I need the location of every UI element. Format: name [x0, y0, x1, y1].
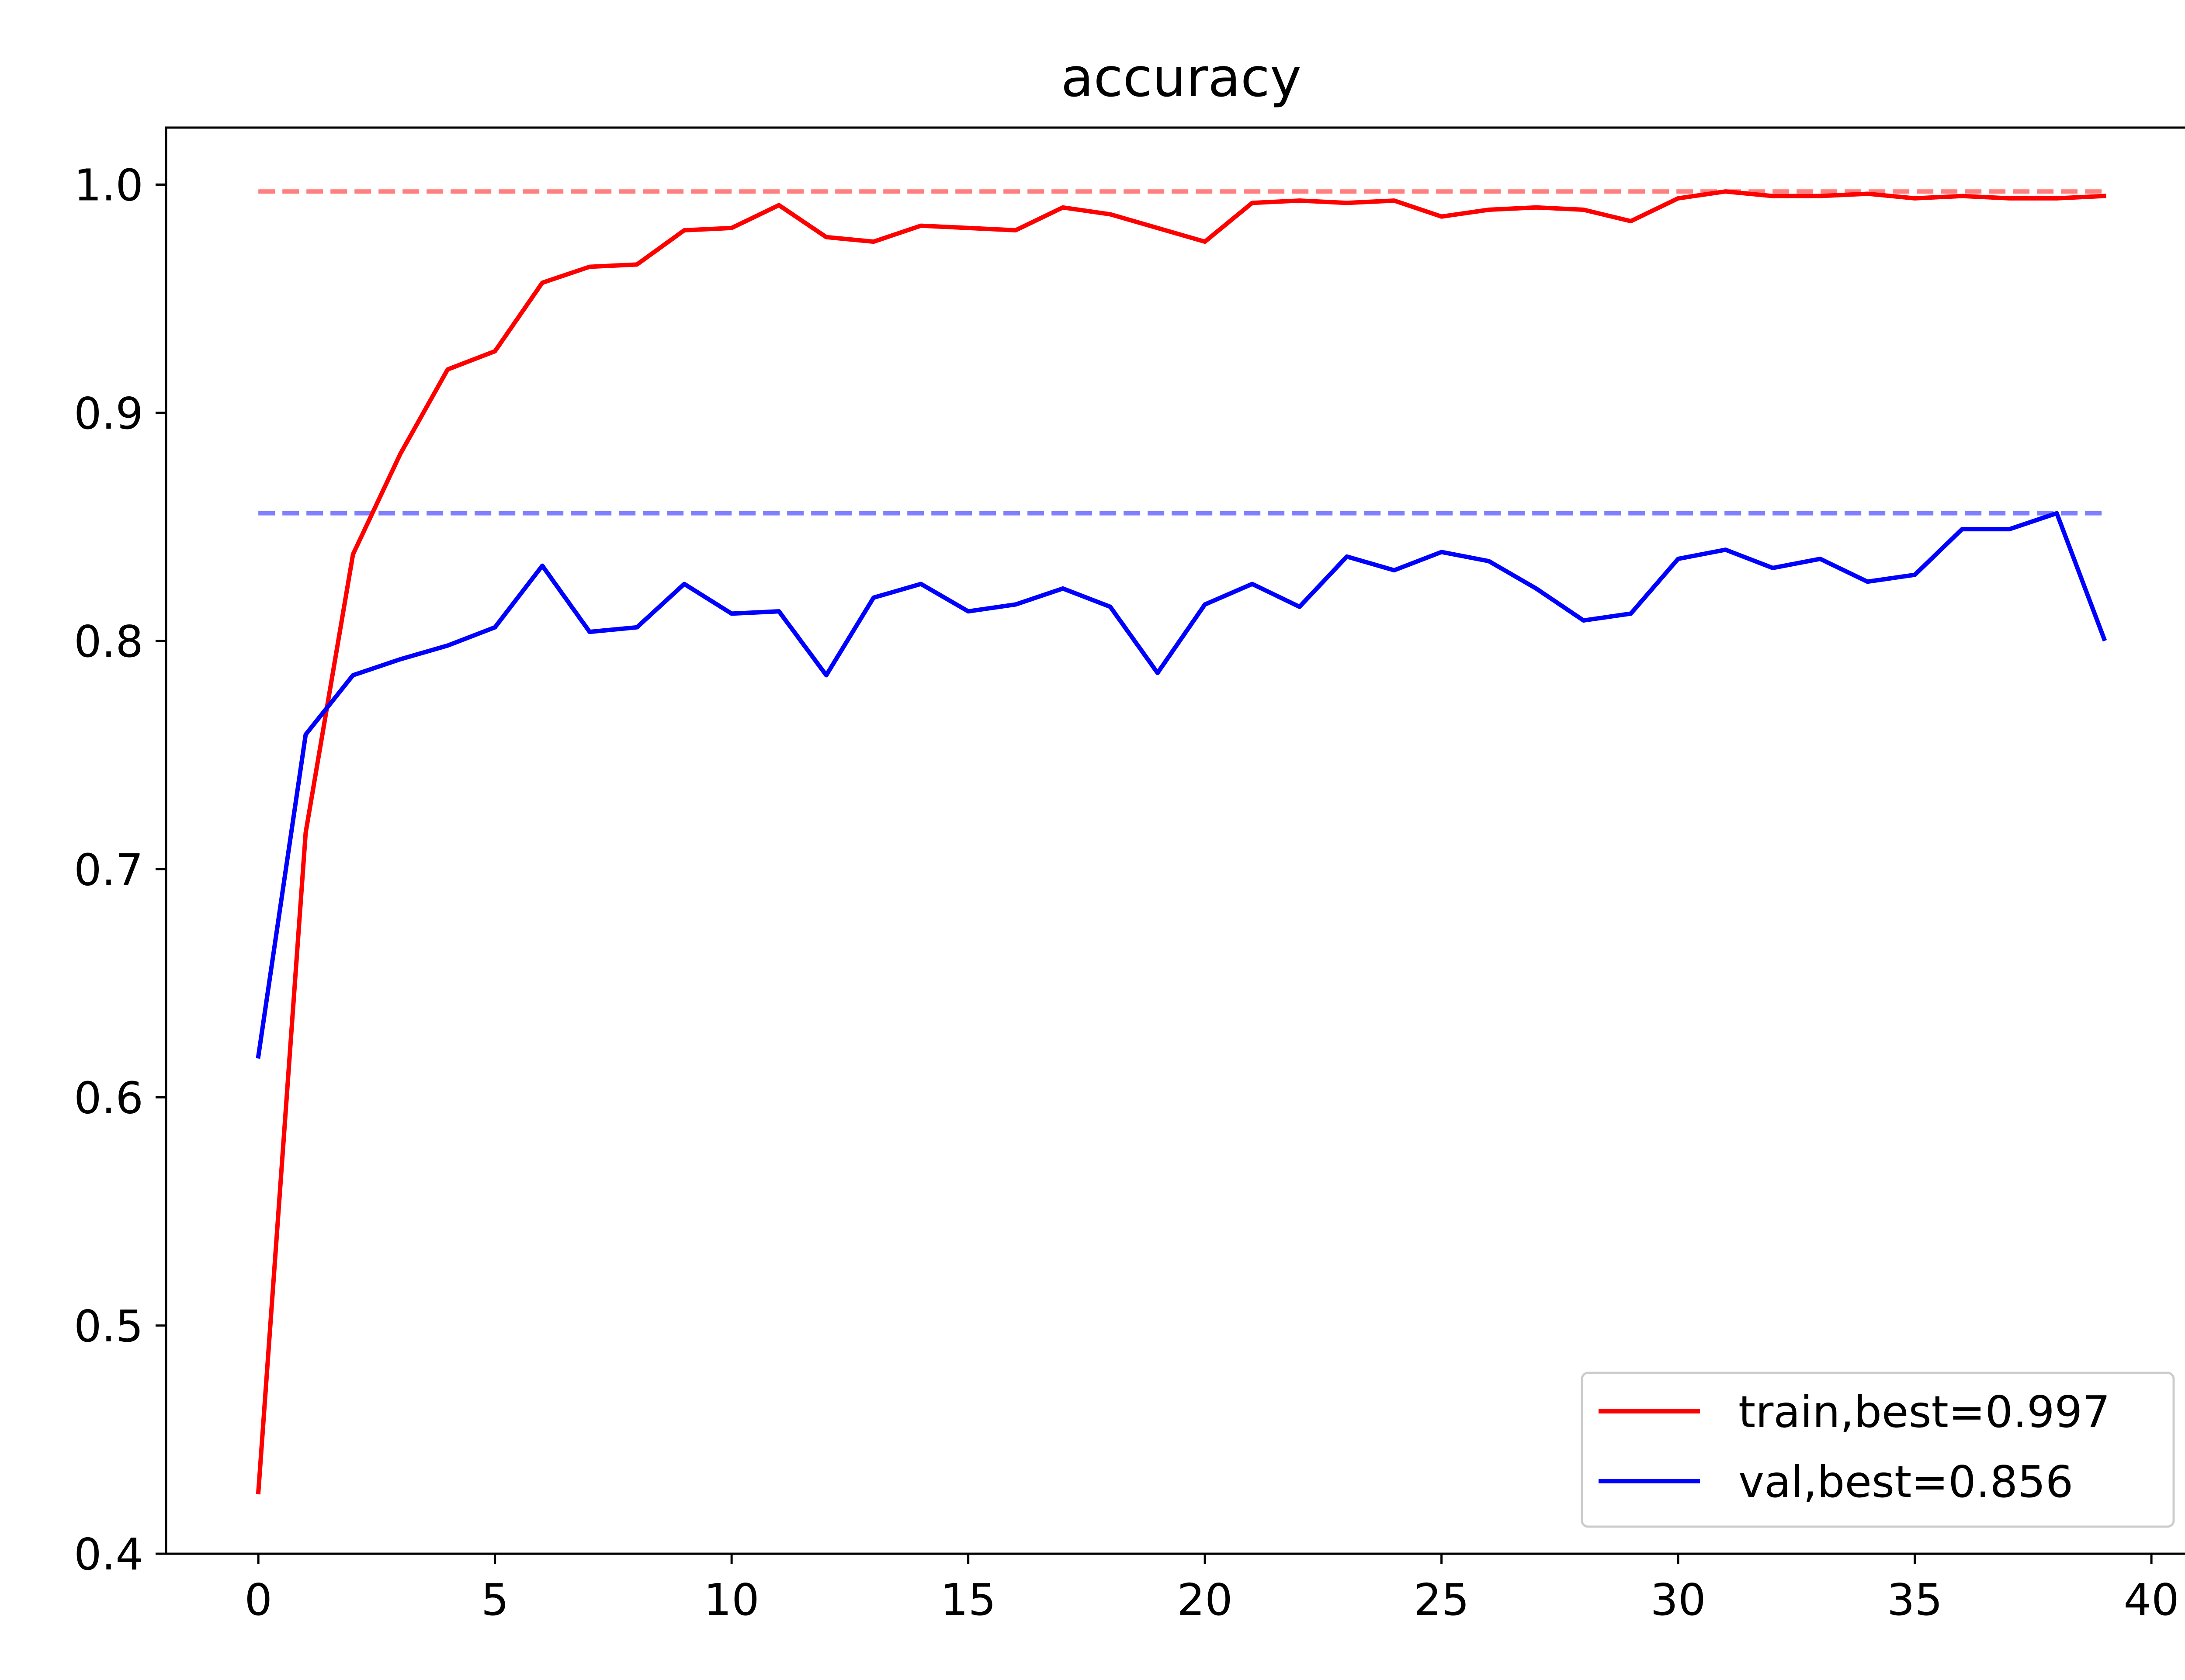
legend: train,best=0.997 val,best=0.856 — [1581, 1372, 2175, 1528]
plot-frame — [165, 126, 2185, 1555]
series-line-1 — [256, 511, 2107, 1059]
x-tick-label: 30 — [1651, 1574, 1706, 1625]
x-tick-label: 5 — [481, 1574, 509, 1625]
y-tick-label: 0.6 — [74, 1073, 143, 1124]
x-tick-label: 25 — [1414, 1574, 1469, 1625]
chart-title: accuracy — [1061, 47, 1301, 109]
series-lines — [256, 189, 2107, 1495]
x-tick-label: 15 — [940, 1574, 996, 1625]
y-tick-label: 0.9 — [74, 388, 143, 439]
x-tick-label: 35 — [1887, 1574, 1942, 1625]
y-tick-label: 0.8 — [74, 616, 143, 667]
legend-box — [1581, 1372, 2175, 1528]
y-tick-label: 0.5 — [74, 1301, 143, 1352]
x-tick-label: 10 — [704, 1574, 760, 1625]
y-tick-label: 1.0 — [74, 160, 143, 211]
series-line-0 — [256, 189, 2107, 1495]
x-tick-label: 20 — [1177, 1574, 1233, 1625]
reference-lines — [258, 189, 2104, 516]
y-axis-ticks: 0.4 0.5 0.6 0.7 0.8 0.9 1.0 — [74, 160, 166, 1580]
legend-label-1: val,best=0.856 — [1738, 1456, 2073, 1507]
x-tick-label: 0 — [244, 1574, 272, 1625]
y-tick-label: 0.7 — [74, 844, 143, 895]
x-tick-label: 40 — [2123, 1574, 2179, 1625]
y-tick-label: 0.4 — [74, 1529, 143, 1580]
x-axis-ticks: 0 5 10 15 20 25 30 35 40 — [244, 1554, 2179, 1625]
legend-label-0: train,best=0.997 — [1738, 1386, 2110, 1438]
